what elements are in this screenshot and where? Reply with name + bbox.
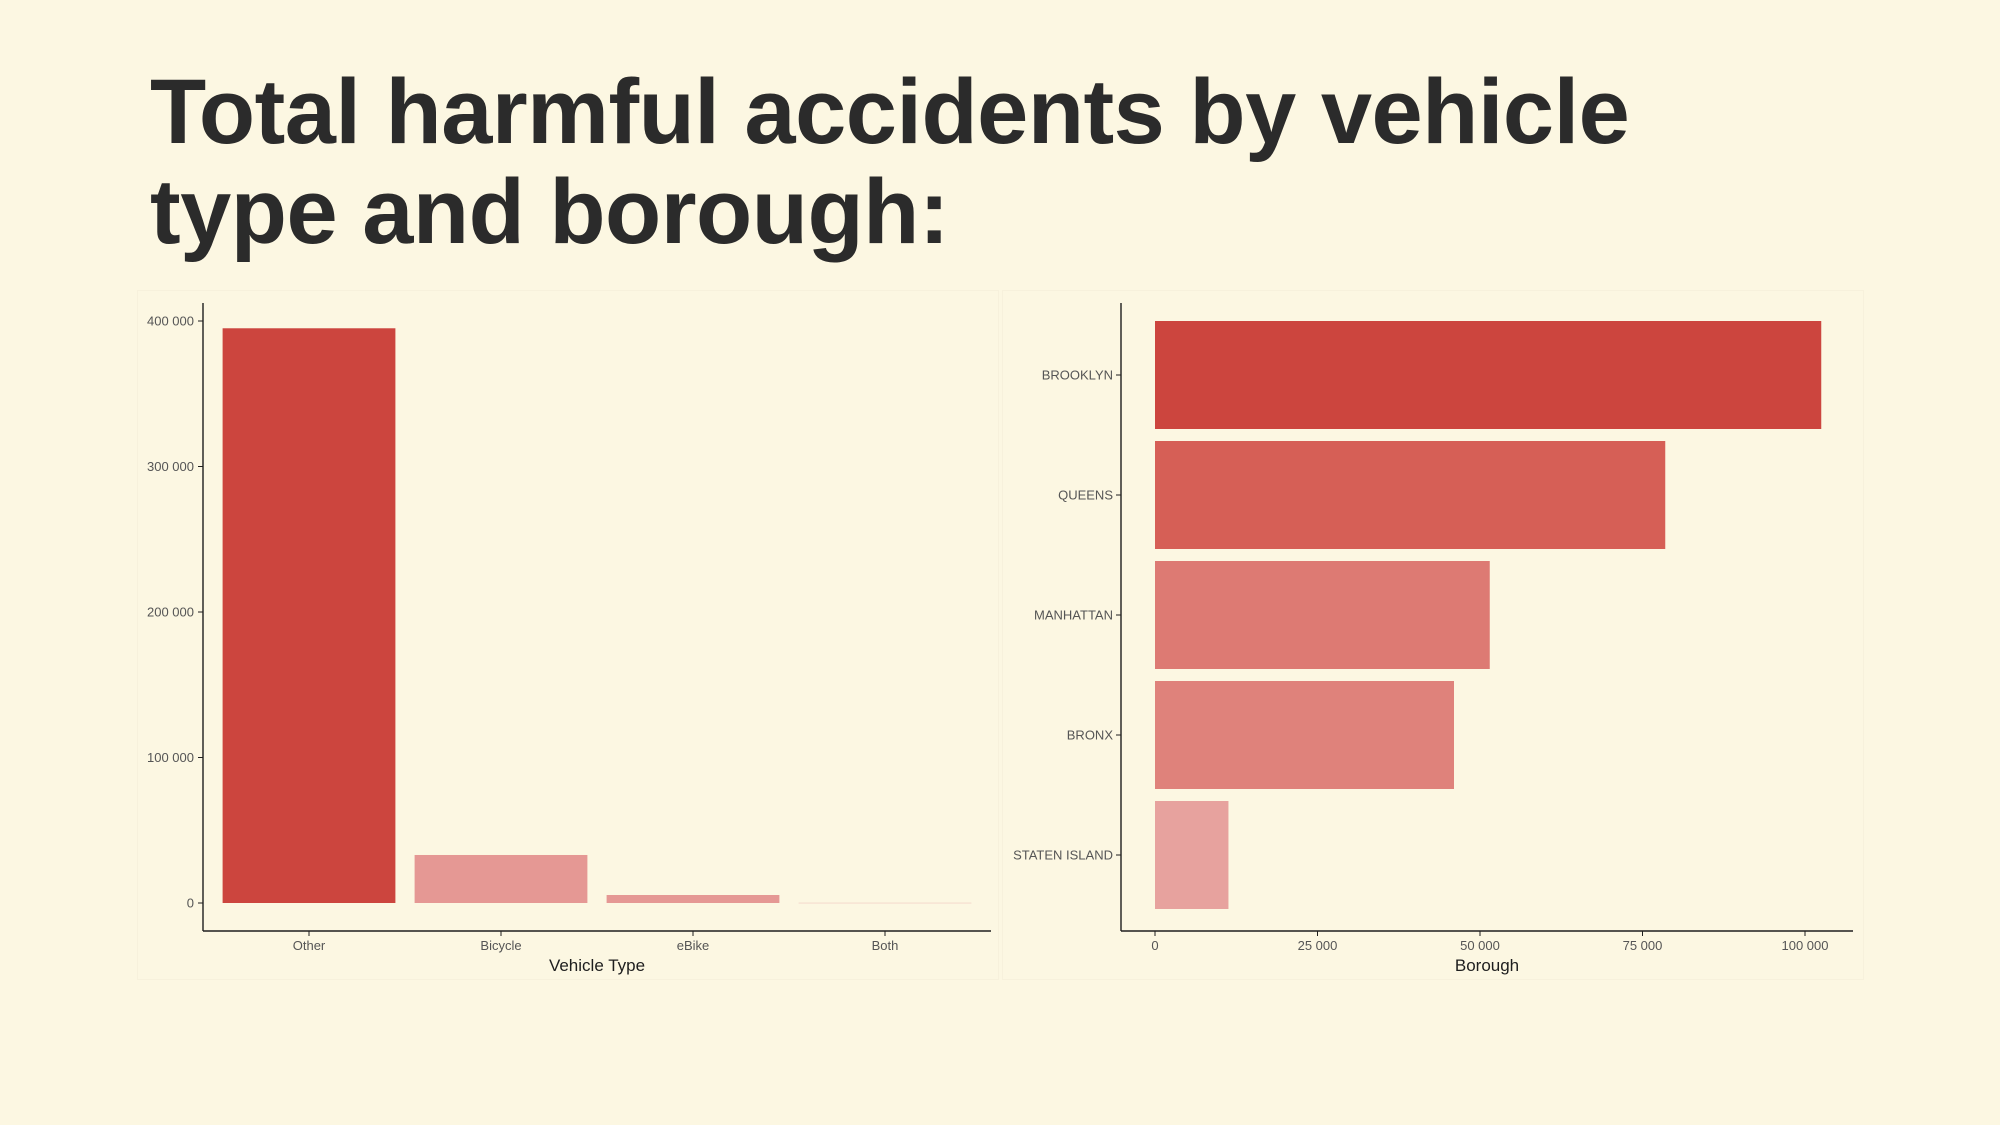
bar-queens [1155,441,1666,549]
x-tick-label: 50 000 [1460,938,1500,953]
vehicle-type-chart-panel: 0 100 000 200 000 300 000 400 000 Other Bicycl… [137,290,999,980]
y-tick-label-staten-island: STATEN ISLAND [1013,848,1113,863]
y-tick-label: 400 000 [147,314,194,329]
x-tick-label-other: Other [293,938,326,953]
bar-both [798,902,972,904]
bar-other [222,328,396,903]
page-title: Total harmful accidents by vehicle type … [150,61,1630,263]
x-tick-label: 75 000 [1623,938,1663,953]
y-tick-label-brooklyn: BROOKLYN [1042,368,1113,383]
borough-bar-chart: 0 25 000 50 000 75 000 100 000 BROOKLYN QUEENS… [1013,303,1853,975]
y-tick-label-manhattan: MANHATTAN [1034,608,1113,623]
y-tick-label: 0 [187,896,194,911]
bar-manhattan [1155,561,1490,669]
bar-staten-island [1155,801,1229,909]
y-tick-label-queens: QUEENS [1058,488,1113,503]
y-tick-label-bronx: BRONX [1067,728,1114,743]
y-tick-label: 300 000 [147,459,194,474]
x-tick-label: 0 [1151,938,1158,953]
vehicle-type-bar-chart: 0 100 000 200 000 300 000 400 000 Other Bicycl… [147,303,991,975]
bar-bronx [1155,681,1454,789]
x-tick-label-ebike: eBike [677,938,710,953]
bar-ebike [606,894,780,903]
y-tick-label: 100 000 [147,750,194,765]
x-tick-label: 25 000 [1298,938,1338,953]
x-tick-label-bicycle: Bicycle [480,938,521,953]
x-axis-title: Borough [1455,956,1519,975]
x-tick-label-both: Both [872,938,899,953]
x-tick-label: 100 000 [1782,938,1829,953]
bar-brooklyn [1155,321,1822,429]
borough-chart-panel: 0 25 000 50 000 75 000 100 000 BROOKLYN QUEENS… [1002,290,1864,980]
bar-bicycle [414,854,588,903]
y-tick-label: 200 000 [147,605,194,620]
x-axis-title: Vehicle Type [549,956,645,975]
